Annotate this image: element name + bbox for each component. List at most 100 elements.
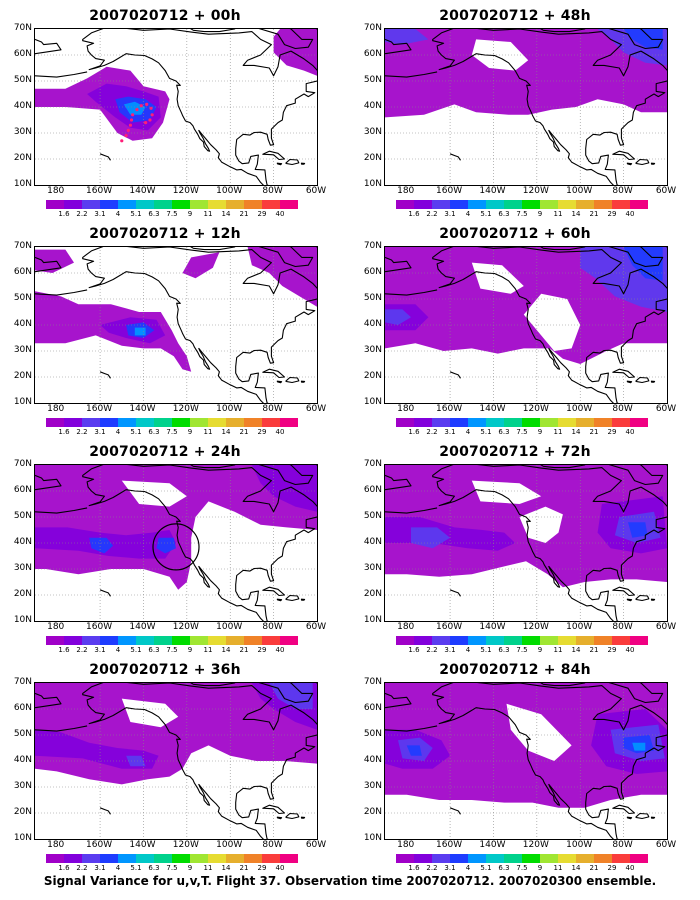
- colorbar-label: 6.3: [498, 646, 510, 654]
- colorbar-swatch: [612, 418, 630, 427]
- coastline: [300, 816, 306, 819]
- coastline: [432, 29, 667, 185]
- coastline: [262, 586, 286, 597]
- x-tick-label: 60W: [655, 186, 677, 196]
- variance-contour: [628, 522, 648, 538]
- variance-contour: [623, 29, 663, 50]
- y-tick-label: 70N: [363, 23, 382, 33]
- coastline: [276, 380, 283, 384]
- y-tick-label: 20N: [13, 153, 32, 163]
- x-tick-label: 120W: [522, 186, 549, 196]
- colorbar-swatch: [630, 418, 648, 427]
- y-tick-label: 70N: [13, 459, 32, 469]
- colorbar-label: 7.5: [166, 864, 178, 872]
- colorbar-swatch: [396, 200, 414, 209]
- coastline: [626, 598, 633, 602]
- colorbar-swatch: [100, 636, 118, 645]
- y-tick-label: 30N: [13, 127, 32, 137]
- coastline: [432, 247, 667, 403]
- coastline: [190, 683, 236, 687]
- y-tick-label: 10N: [363, 397, 382, 407]
- y-tick-label: 60N: [363, 267, 382, 277]
- y-tick-label: 50N: [363, 293, 382, 303]
- low-variance-region: [506, 703, 572, 761]
- coastline: [99, 807, 111, 815]
- colorbar-swatch: [486, 636, 504, 645]
- y-tick-label: 10N: [363, 615, 382, 625]
- variance-contour: [385, 29, 667, 118]
- colorbar-swatch: [46, 200, 64, 209]
- colorbar-label: 29: [607, 428, 617, 436]
- colorbar-swatch: [136, 636, 154, 645]
- x-tick-label: 100W: [566, 404, 593, 414]
- coastline: [449, 589, 461, 597]
- x-tick-label: 160W: [436, 186, 463, 196]
- colorbar-label: 7.5: [516, 646, 528, 654]
- x-tick-label: 60W: [305, 186, 327, 196]
- variance-contour: [134, 327, 146, 336]
- y-tick-label: 60N: [363, 485, 382, 495]
- x-tick-label: 80W: [612, 404, 633, 414]
- coastline: [35, 507, 88, 514]
- colorbar-label: 3.1: [444, 210, 456, 218]
- colorbar-label: 2.2: [426, 864, 438, 872]
- colorbar-swatch: [208, 854, 226, 863]
- colorbar-swatch: [244, 418, 262, 427]
- colorbar-label: 14: [571, 210, 581, 218]
- colorbar-label: 14: [221, 210, 231, 218]
- colorbar: [396, 854, 648, 863]
- coastline: [385, 474, 412, 491]
- colorbar-label: 29: [257, 646, 267, 654]
- coastline: [635, 376, 650, 384]
- coastline: [190, 247, 236, 251]
- panel-title: 2007020712 + 84h: [439, 662, 591, 678]
- colorbar-swatch: [208, 636, 226, 645]
- colorbar-label: 2.2: [426, 646, 438, 654]
- colorbar-swatch: [540, 854, 558, 863]
- coastline: [385, 256, 412, 273]
- colorbar-swatch: [450, 418, 468, 427]
- colorbar-swatch: [558, 636, 576, 645]
- map-area: [34, 464, 318, 622]
- colorbar-swatch: [486, 418, 504, 427]
- y-tick-label: 60N: [13, 703, 32, 713]
- colorbar-swatch: [280, 418, 298, 427]
- colorbar-label: 40: [625, 646, 635, 654]
- colorbar-swatch: [136, 418, 154, 427]
- x-tick-label: 80W: [262, 186, 283, 196]
- y-tick-label: 20N: [363, 371, 382, 381]
- colorbar-label: 5.1: [480, 210, 492, 218]
- coastline: [262, 150, 286, 161]
- colorbar-label: 6.3: [498, 210, 510, 218]
- y-tick-label: 70N: [13, 677, 32, 687]
- flight-track-dot: [124, 134, 128, 138]
- y-tick-label: 20N: [13, 807, 32, 817]
- colorbar-label: 9: [187, 646, 193, 654]
- colorbar-swatch: [262, 418, 280, 427]
- colorbar-swatch: [432, 854, 450, 863]
- x-tick-label: 60W: [655, 622, 677, 632]
- colorbar-swatch: [64, 418, 82, 427]
- coastline: [262, 804, 286, 815]
- x-tick-label: 140W: [129, 840, 156, 850]
- colorbar-label: 14: [221, 428, 231, 436]
- x-tick-label: 80W: [612, 186, 633, 196]
- colorbar-label: 1.6: [58, 646, 70, 654]
- colorbar-swatch: [190, 418, 208, 427]
- x-tick-label: 140W: [479, 622, 506, 632]
- map-area: [34, 246, 318, 404]
- x-tick-label: 80W: [612, 840, 633, 850]
- variance-contour: [406, 745, 422, 756]
- x-tick-label: 160W: [436, 622, 463, 632]
- colorbar-swatch: [414, 636, 432, 645]
- flight-track-dot: [149, 106, 153, 110]
- colorbar-swatch: [262, 636, 280, 645]
- colorbar-swatch: [486, 854, 504, 863]
- colorbar-swatch: [432, 418, 450, 427]
- colorbar-label: 4: [465, 646, 471, 654]
- coastline: [35, 256, 62, 273]
- colorbar-swatch: [468, 200, 486, 209]
- low-variance-region: [471, 480, 542, 504]
- flight-track-dot: [144, 121, 148, 125]
- coastline: [82, 247, 317, 403]
